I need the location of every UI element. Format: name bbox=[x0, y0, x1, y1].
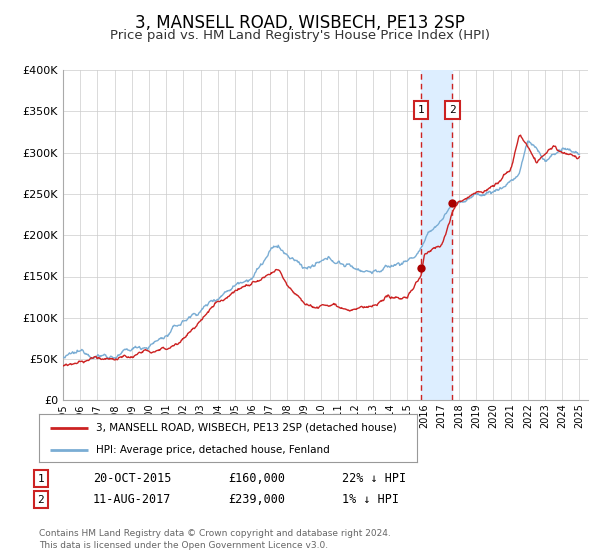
Bar bbox=[421, 70, 452, 400]
Text: 3, MANSELL ROAD, WISBECH, PE13 2SP (detached house): 3, MANSELL ROAD, WISBECH, PE13 2SP (deta… bbox=[96, 423, 397, 433]
Text: HPI: Average price, detached house, Fenland: HPI: Average price, detached house, Fenl… bbox=[96, 445, 329, 455]
Text: 3, MANSELL ROAD, WISBECH, PE13 2SP: 3, MANSELL ROAD, WISBECH, PE13 2SP bbox=[135, 14, 465, 32]
Text: £160,000: £160,000 bbox=[228, 472, 285, 486]
Text: This data is licensed under the Open Government Licence v3.0.: This data is licensed under the Open Gov… bbox=[39, 541, 328, 550]
Text: 2: 2 bbox=[37, 494, 44, 505]
Text: 2: 2 bbox=[449, 105, 456, 115]
Text: Price paid vs. HM Land Registry's House Price Index (HPI): Price paid vs. HM Land Registry's House … bbox=[110, 29, 490, 42]
Text: 1: 1 bbox=[37, 474, 44, 484]
Text: 20-OCT-2015: 20-OCT-2015 bbox=[93, 472, 172, 486]
Text: Contains HM Land Registry data © Crown copyright and database right 2024.: Contains HM Land Registry data © Crown c… bbox=[39, 529, 391, 538]
Text: 22% ↓ HPI: 22% ↓ HPI bbox=[342, 472, 406, 486]
Text: £239,000: £239,000 bbox=[228, 493, 285, 506]
Text: 11-AUG-2017: 11-AUG-2017 bbox=[93, 493, 172, 506]
Text: 1% ↓ HPI: 1% ↓ HPI bbox=[342, 493, 399, 506]
Text: 1: 1 bbox=[418, 105, 425, 115]
